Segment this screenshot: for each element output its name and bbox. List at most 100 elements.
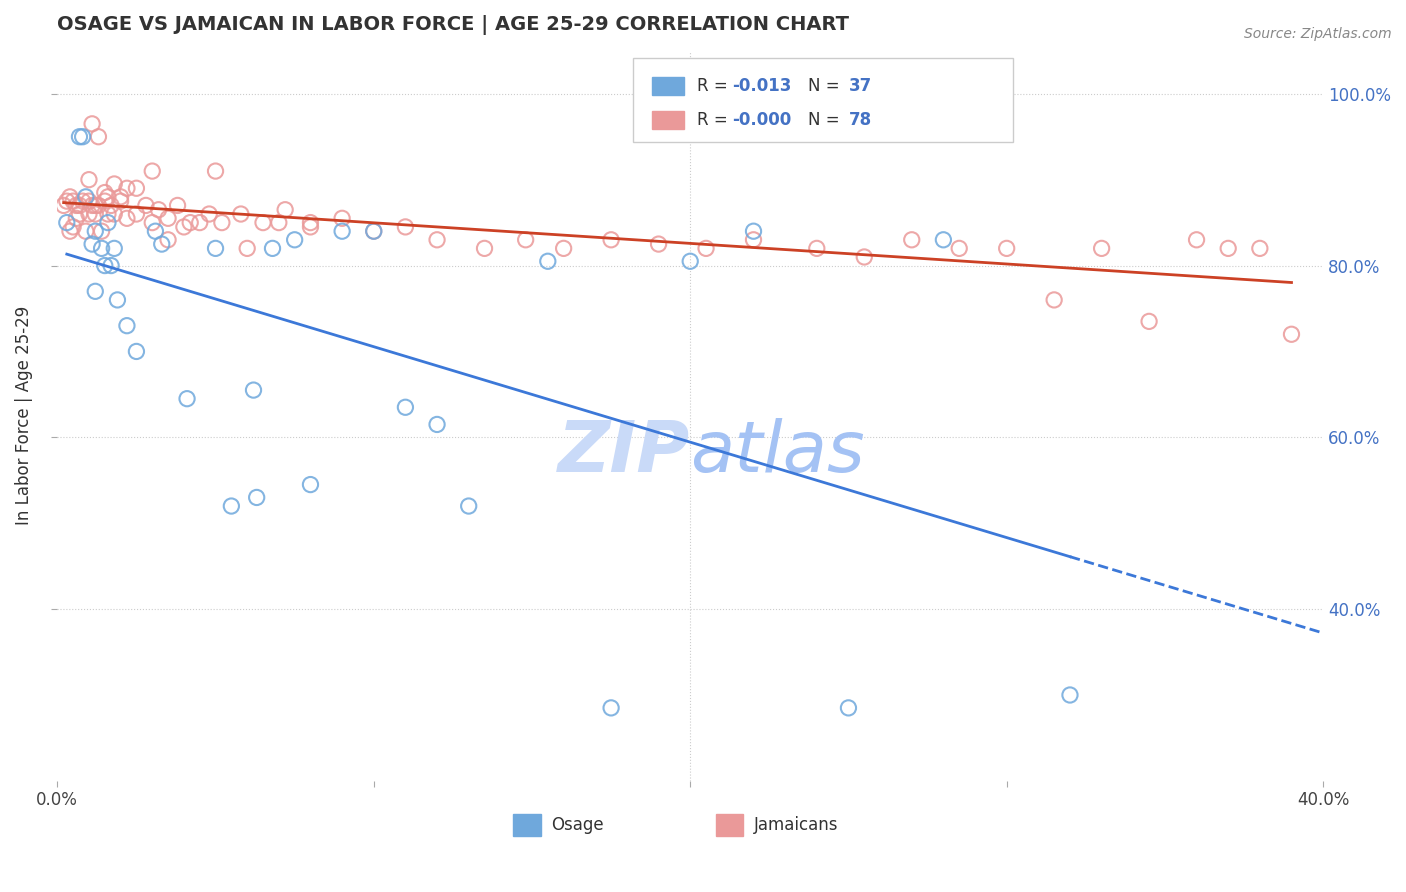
- Point: [236, 241, 259, 255]
- Point: [742, 224, 765, 238]
- Point: [600, 233, 623, 247]
- Bar: [652, 77, 683, 95]
- Point: [59, 224, 82, 238]
- Point: [115, 318, 138, 333]
- Point: [246, 491, 269, 505]
- Point: [65, 198, 87, 212]
- Point: [135, 198, 157, 212]
- Text: R =: R =: [696, 112, 733, 129]
- Point: [82, 237, 104, 252]
- Text: N =: N =: [808, 77, 845, 95]
- Point: [948, 241, 970, 255]
- Point: [141, 164, 163, 178]
- Text: 78: 78: [848, 112, 872, 129]
- Point: [87, 198, 110, 212]
- Text: -0.013: -0.013: [733, 77, 792, 95]
- Point: [65, 211, 87, 226]
- Point: [125, 344, 148, 359]
- Point: [69, 198, 91, 212]
- Point: [932, 233, 955, 247]
- Point: [1091, 241, 1114, 255]
- Point: [229, 207, 252, 221]
- Point: [90, 241, 112, 255]
- Point: [394, 219, 416, 234]
- Point: [900, 233, 922, 247]
- Text: -0.000: -0.000: [733, 112, 792, 129]
- Point: [274, 202, 297, 217]
- Point: [457, 499, 479, 513]
- Point: [100, 198, 122, 212]
- Point: [84, 224, 107, 238]
- Point: [806, 241, 828, 255]
- Point: [59, 190, 82, 204]
- Text: OSAGE VS JAMAICAN IN LABOR FORCE | AGE 25-29 CORRELATION CHART: OSAGE VS JAMAICAN IN LABOR FORCE | AGE 2…: [58, 15, 849, 35]
- Point: [204, 241, 226, 255]
- Point: [299, 216, 322, 230]
- Point: [56, 216, 79, 230]
- Point: [69, 207, 91, 221]
- Point: [125, 207, 148, 221]
- Point: [100, 259, 122, 273]
- Point: [145, 224, 167, 238]
- Point: [103, 241, 125, 255]
- Point: [52, 198, 75, 212]
- Bar: [513, 814, 541, 836]
- Point: [148, 202, 170, 217]
- Point: [284, 233, 307, 247]
- Point: [72, 129, 94, 144]
- Text: N =: N =: [808, 112, 845, 129]
- Point: [173, 219, 195, 234]
- Point: [1185, 233, 1208, 247]
- Point: [1218, 241, 1240, 255]
- Point: [69, 129, 91, 144]
- Point: [115, 181, 138, 195]
- Point: [426, 417, 449, 432]
- Point: [474, 241, 496, 255]
- Point: [267, 216, 290, 230]
- Point: [363, 224, 385, 238]
- Text: atlas: atlas: [690, 417, 865, 487]
- Point: [90, 224, 112, 238]
- Point: [56, 194, 79, 208]
- Point: [695, 241, 717, 255]
- Point: [363, 224, 385, 238]
- Point: [82, 117, 104, 131]
- Point: [94, 186, 117, 200]
- Point: [204, 164, 226, 178]
- Text: Jamaicans: Jamaicans: [754, 815, 838, 834]
- Point: [157, 211, 180, 226]
- Point: [252, 216, 274, 230]
- Point: [110, 190, 132, 204]
- Point: [853, 250, 876, 264]
- Point: [97, 190, 120, 204]
- Point: [647, 237, 669, 252]
- Point: [742, 233, 765, 247]
- Point: [115, 211, 138, 226]
- Point: [1059, 688, 1081, 702]
- Point: [679, 254, 702, 268]
- Point: [242, 383, 264, 397]
- Point: [1281, 327, 1303, 342]
- Text: R =: R =: [696, 77, 733, 95]
- Point: [837, 701, 859, 715]
- Point: [221, 499, 243, 513]
- Point: [198, 207, 221, 221]
- Y-axis label: In Labor Force | Age 25-29: In Labor Force | Age 25-29: [15, 306, 32, 525]
- Point: [188, 216, 211, 230]
- Point: [103, 177, 125, 191]
- Point: [262, 241, 284, 255]
- Point: [110, 194, 132, 208]
- Point: [299, 219, 322, 234]
- Point: [330, 224, 353, 238]
- Point: [97, 216, 120, 230]
- Point: [75, 224, 97, 238]
- Point: [84, 198, 107, 212]
- Point: [176, 392, 198, 406]
- Point: [107, 293, 129, 307]
- Point: [94, 259, 117, 273]
- Point: [299, 477, 322, 491]
- Point: [141, 216, 163, 230]
- Point: [84, 207, 107, 221]
- Point: [1043, 293, 1066, 307]
- Point: [1137, 314, 1160, 328]
